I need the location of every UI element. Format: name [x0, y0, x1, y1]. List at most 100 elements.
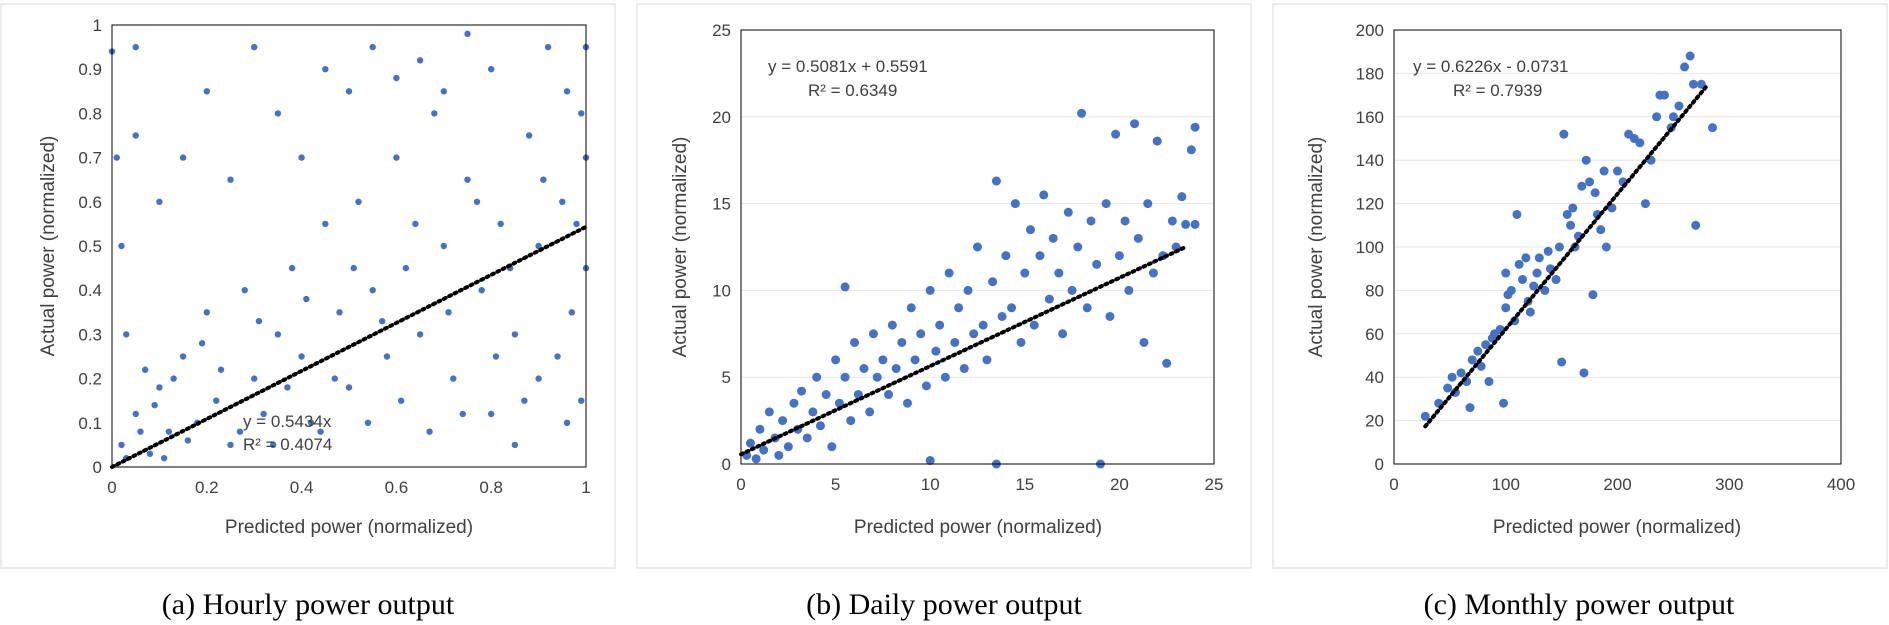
- data-point: [808, 407, 818, 417]
- x-tick-label: 400: [1827, 475, 1855, 494]
- data-point: [298, 353, 305, 360]
- data-point: [1685, 51, 1695, 61]
- data-point: [1120, 216, 1130, 226]
- data-point: [274, 331, 282, 338]
- data-point: [307, 419, 315, 426]
- data-point: [1025, 225, 1035, 235]
- data-point: [123, 331, 130, 338]
- y-tick-label: 15: [712, 195, 731, 214]
- data-point: [511, 331, 519, 338]
- data-point: [1512, 209, 1522, 219]
- data-point: [1532, 268, 1542, 278]
- data-point: [755, 424, 765, 434]
- data-point: [383, 353, 391, 360]
- data-point: [1181, 219, 1191, 229]
- data-point: [1588, 290, 1598, 300]
- data-point: [497, 220, 504, 228]
- data-point: [1559, 129, 1569, 139]
- data-point: [802, 433, 812, 443]
- x-tick-label: 0.8: [479, 478, 503, 497]
- trendline-layer: [110, 224, 588, 469]
- data-point: [973, 242, 982, 252]
- x-tick-labels: 0 100 200 300 400: [1389, 475, 1855, 494]
- data-point: [887, 320, 897, 330]
- y-tick-label: 0.4: [78, 281, 102, 300]
- data-point: [1562, 209, 1572, 219]
- data-point: [1579, 368, 1589, 378]
- data-point: [1499, 398, 1509, 408]
- data-point: [1540, 285, 1550, 295]
- data-point: [1101, 199, 1111, 209]
- x-tick-label: 0.6: [385, 478, 409, 497]
- data-point: [1010, 199, 1020, 209]
- plot-area-frame: [111, 24, 587, 468]
- data-point: [473, 198, 481, 205]
- data-point: [241, 287, 248, 294]
- data-point: [440, 88, 447, 95]
- data-point: [1652, 112, 1662, 122]
- data-point: [1063, 207, 1073, 217]
- chart-panel-daily: 0 5 10 15 20 25 0 5 10 15 20 25 Predicted power (n…: [636, 3, 1252, 621]
- x-tick-label: 20: [1110, 475, 1129, 494]
- data-point: [1506, 285, 1516, 295]
- plot-area-frame: [1393, 29, 1842, 465]
- data-point: [184, 437, 192, 444]
- y-tick-label: 80: [1365, 281, 1384, 300]
- chart-panel-hourly: 0 0.1 0.2 0.3 0.4 0.5 0.6 0.7 0.8 0.9 1 0 0.2 0.4 0.6…: [0, 3, 616, 621]
- data-point: [156, 384, 163, 391]
- data-point: [345, 384, 353, 391]
- x-tick-label: 300: [1715, 475, 1743, 494]
- data-point: [213, 397, 220, 404]
- y-tick-label: 0: [722, 455, 731, 474]
- data-point: [1186, 145, 1196, 155]
- x-tick-label: 0: [1389, 475, 1398, 494]
- data-point: [369, 43, 376, 51]
- x-tick-label: 200: [1603, 475, 1631, 494]
- data-point: [118, 441, 125, 449]
- data-point: [1152, 136, 1162, 146]
- grid-layer: [741, 116, 1214, 378]
- data-point: [1105, 311, 1115, 321]
- panel-border: [0, 3, 616, 569]
- trend-equation: y = 0.5434x: [243, 412, 332, 431]
- data-point: [165, 428, 173, 435]
- data-point: [1707, 123, 1717, 133]
- data-point: [982, 355, 992, 365]
- x-tick-label: 25: [1205, 475, 1224, 494]
- x-tick-labels: 0 0.2 0.4 0.6 0.8 1: [107, 478, 590, 497]
- data-point: [203, 309, 210, 316]
- data-point: [137, 428, 144, 435]
- data-point: [1067, 285, 1077, 295]
- data-point: [878, 355, 888, 365]
- data-point: [783, 442, 793, 452]
- trendline: [739, 245, 1188, 457]
- data-point: [563, 419, 571, 426]
- panel-border: [636, 3, 1252, 569]
- data-point: [1077, 108, 1087, 118]
- data-point: [492, 353, 500, 360]
- r-squared: R² = 0.7939: [1453, 81, 1542, 100]
- data-point: [865, 407, 875, 417]
- data-point: [1054, 268, 1064, 278]
- data-point: [764, 407, 774, 417]
- data-point: [274, 110, 282, 117]
- data-point: [141, 366, 149, 373]
- data-point: [1696, 79, 1706, 89]
- data-point: [745, 438, 755, 448]
- data-point: [950, 337, 960, 347]
- y-tick-label: 200: [1356, 21, 1384, 40]
- data-point: [872, 372, 882, 382]
- data-point: [156, 198, 163, 205]
- data-point: [544, 43, 552, 51]
- data-point: [459, 410, 466, 418]
- data-point: [288, 264, 296, 272]
- panel-border: [1272, 3, 1888, 569]
- data-point: [897, 337, 907, 347]
- data-point: [284, 384, 291, 391]
- trend-equation: y = 0.5081x + 0.5591: [768, 57, 928, 76]
- data-point: [1124, 285, 1134, 295]
- data-point: [1534, 253, 1544, 263]
- x-tick-label: 0: [107, 478, 116, 497]
- data-point: [925, 456, 935, 466]
- data-point: [859, 364, 869, 374]
